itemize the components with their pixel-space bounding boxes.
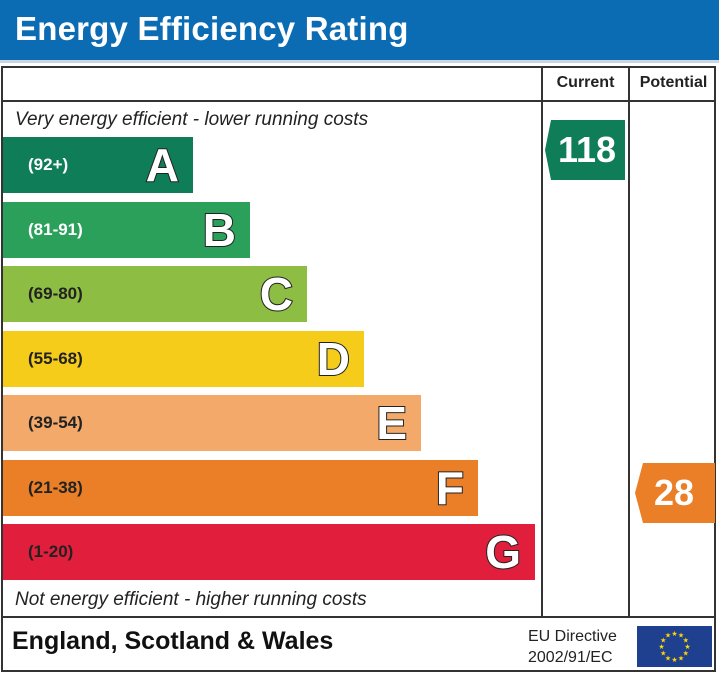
band-bar-g: (1-20) G xyxy=(3,524,535,580)
eu-star: ★ xyxy=(658,643,664,651)
eu-directive-line2: 2002/91/EC xyxy=(528,649,613,666)
page-title: Energy Efficiency Rating xyxy=(15,10,409,47)
current-arrow-shape xyxy=(545,120,625,180)
band-bar-f: (21-38) F xyxy=(3,460,478,516)
caption-very-efficient: Very energy efficient - lower running co… xyxy=(15,109,369,130)
band-range-label: (69-80) xyxy=(28,284,83,303)
eu-star: ★ xyxy=(678,632,684,640)
footer-divider xyxy=(1,616,716,618)
band-bar-b: (81-91) B xyxy=(3,202,250,258)
band-letter: B xyxy=(202,203,237,257)
potential-rating-value: 28 xyxy=(653,472,695,513)
eu-star: ★ xyxy=(684,643,690,651)
band-letter: E xyxy=(375,396,408,450)
header-divider xyxy=(0,60,719,63)
caption-not-efficient: Not energy efficient - higher running co… xyxy=(15,589,367,610)
current-rating-value: 118 xyxy=(557,129,617,170)
eu-star: ★ xyxy=(665,632,671,640)
potential-column-divider xyxy=(628,66,630,617)
band-bar-d: (55-68) D xyxy=(3,331,364,387)
eu-star: ★ xyxy=(665,654,671,662)
region-label: England, Scotland & Wales xyxy=(12,627,334,655)
band-letter: C xyxy=(259,267,294,321)
eu-star: ★ xyxy=(671,656,677,664)
band-range-label: (81-91) xyxy=(28,220,83,239)
eu-star: ★ xyxy=(660,650,666,658)
eu-star: ★ xyxy=(678,654,684,662)
band-letter: F xyxy=(435,461,465,515)
band-bar-c: (69-80) C xyxy=(3,266,307,322)
eu-star: ★ xyxy=(683,637,689,645)
eu-stars: ★ ★★★★★★★★★★★ xyxy=(658,630,690,664)
band-range-label: (55-68) xyxy=(28,349,83,368)
eu-star: ★ xyxy=(671,630,677,638)
current-column-divider xyxy=(541,66,543,617)
eu-directive-text: EU Directive 2002/91/EC xyxy=(528,626,617,668)
band-range-label: (1-20) xyxy=(28,542,74,561)
rating-table-frame xyxy=(1,66,716,672)
header-bar: Energy Efficiency Rating xyxy=(0,0,719,62)
band-letter: A xyxy=(145,138,180,192)
eu-star: ★ xyxy=(683,650,689,658)
eu-directive-line1: EU Directive xyxy=(528,628,617,645)
column-header-current: Current xyxy=(556,74,615,91)
band-range-label: (21-38) xyxy=(28,478,83,497)
column-header-potential: Potential xyxy=(639,74,708,91)
band-bar-e: (39-54) E xyxy=(3,395,421,451)
header-row-divider xyxy=(1,100,716,102)
potential-arrow-shape xyxy=(635,463,715,523)
band-letter: D xyxy=(316,332,351,386)
eu-flag-icon: ★ ★ ★ ★ ★ ★ ★ ★ ★ ★ ★ ★ xyxy=(637,626,712,667)
band-bar-a: (92+) A xyxy=(3,137,193,193)
band-range-label: (39-54) xyxy=(28,413,83,432)
eu-star: ★ xyxy=(660,637,666,645)
band-letter: G xyxy=(484,525,522,579)
band-range-label: (92+) xyxy=(28,155,69,174)
